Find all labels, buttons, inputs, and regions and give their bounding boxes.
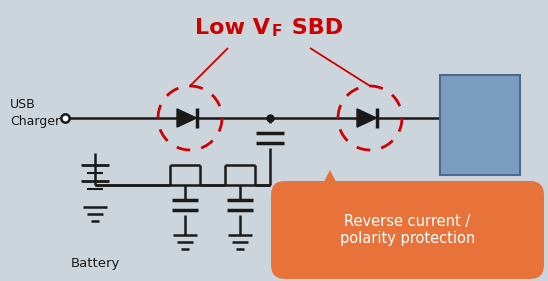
Text: Low V: Low V [195,18,270,38]
Text: SBD: SBD [284,18,343,38]
FancyBboxPatch shape [440,75,520,175]
Polygon shape [177,109,197,127]
Text: F: F [272,24,282,38]
Text: USB
Charger: USB Charger [10,99,60,128]
Text: Reverse current /
polarity protection: Reverse current / polarity protection [340,214,475,246]
Text: Battery: Battery [70,257,119,270]
FancyBboxPatch shape [271,181,544,279]
Polygon shape [357,109,376,127]
Polygon shape [310,170,350,209]
